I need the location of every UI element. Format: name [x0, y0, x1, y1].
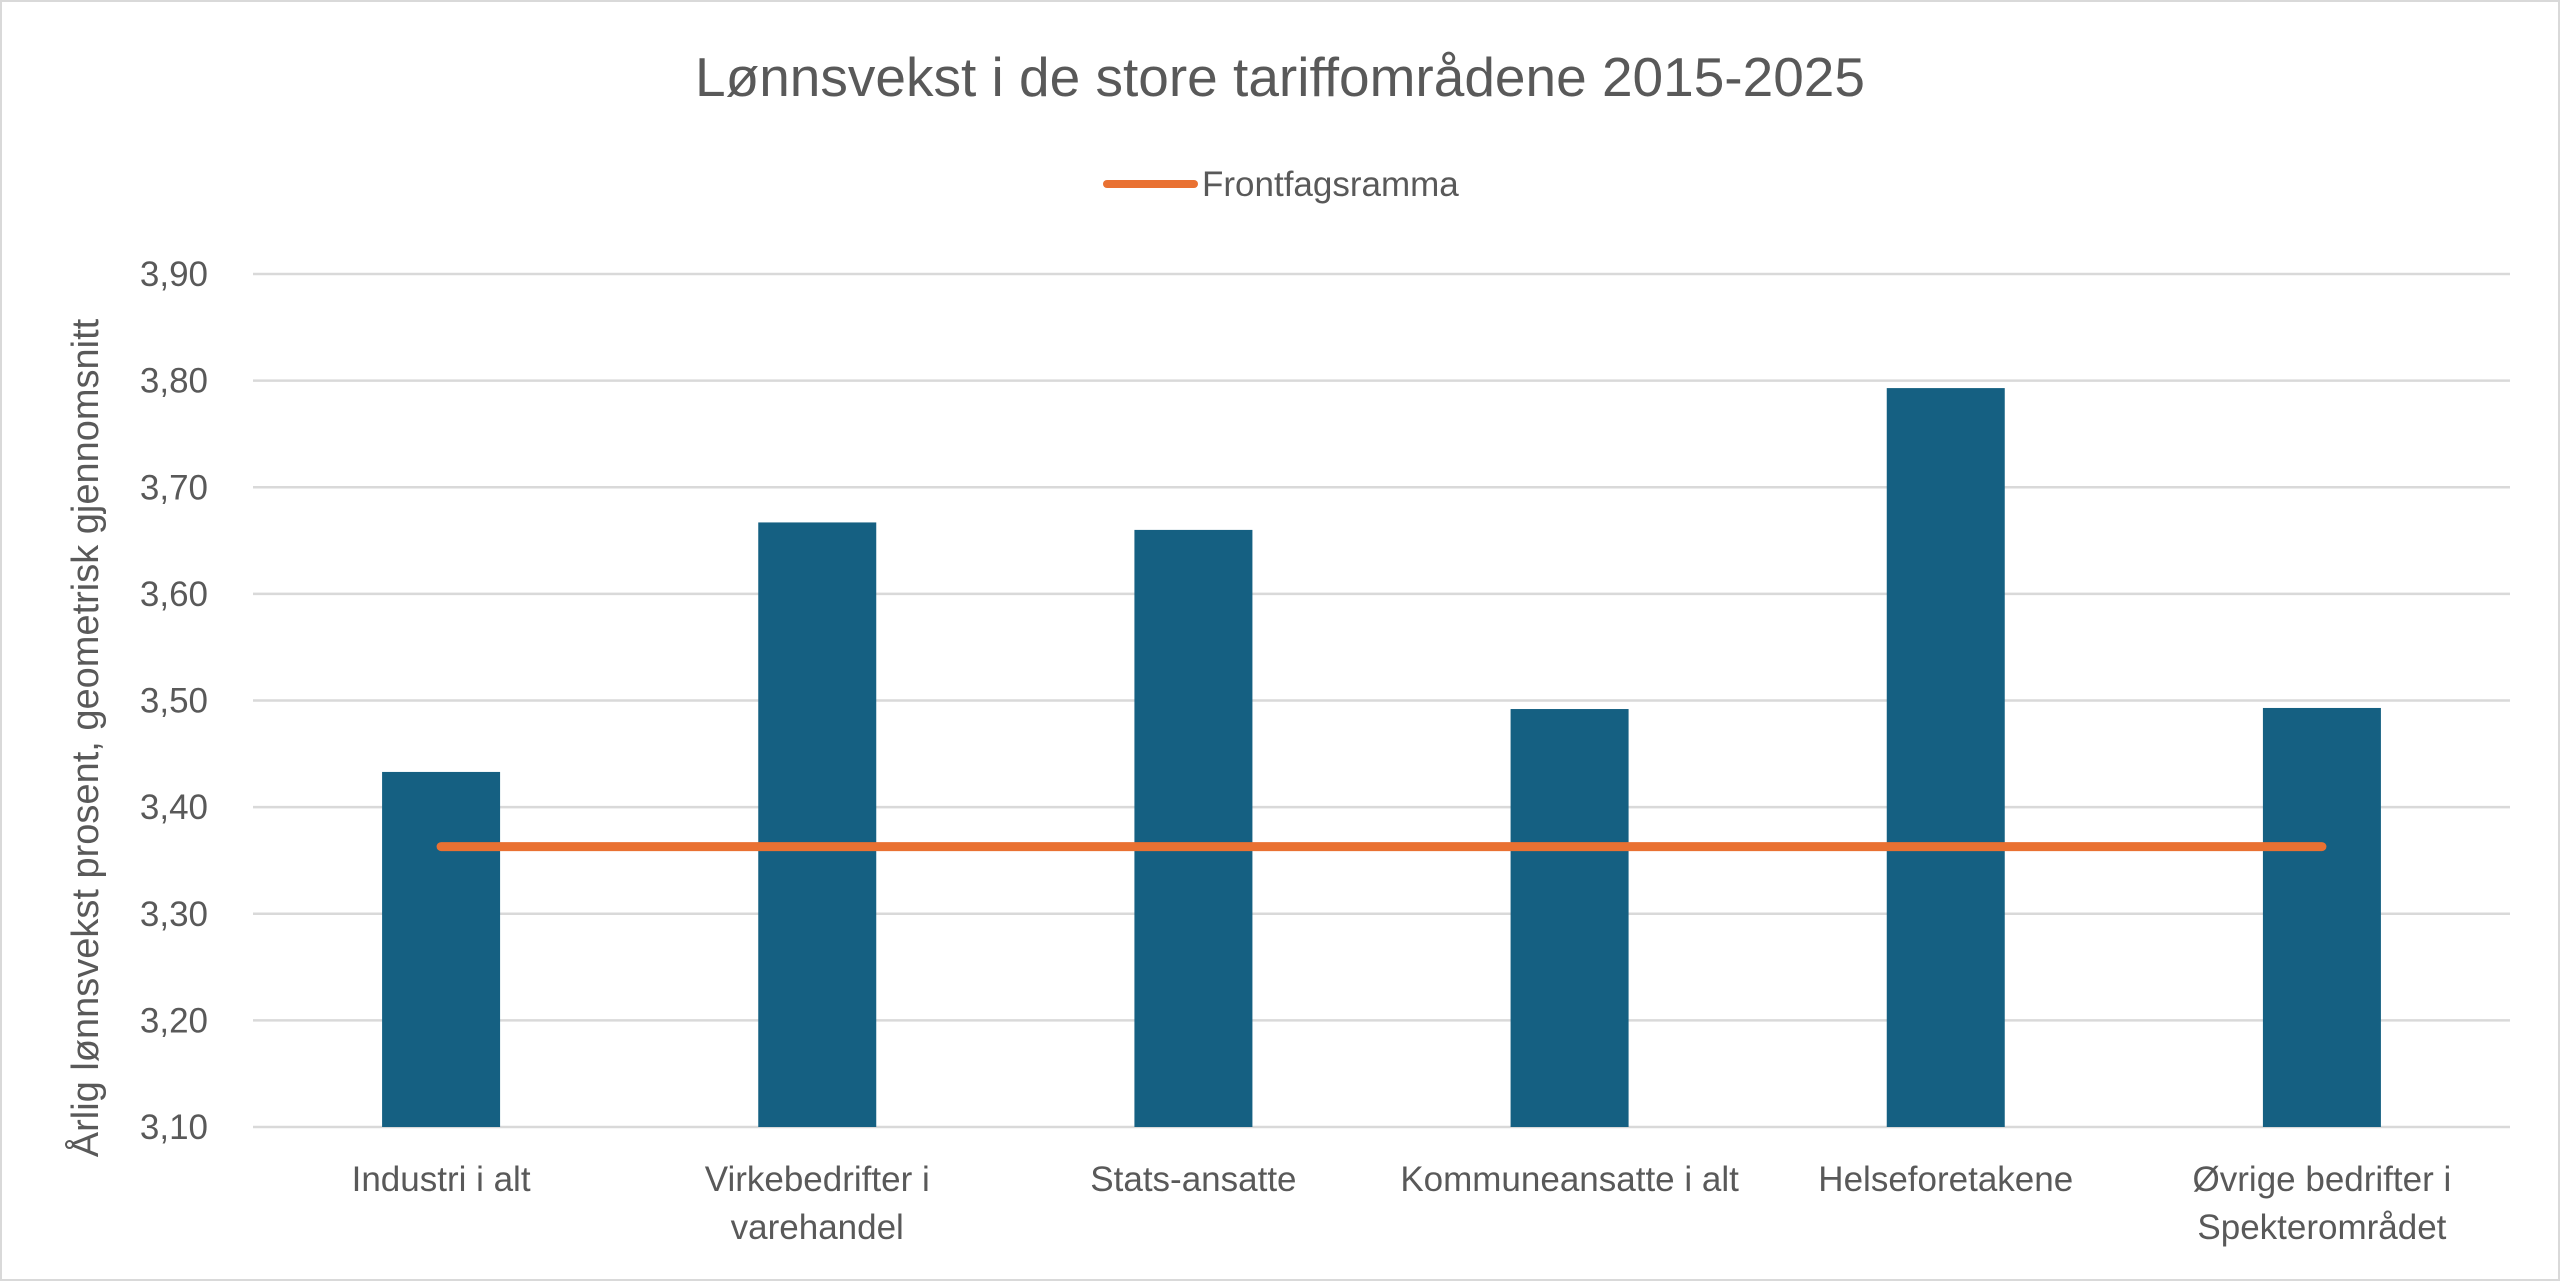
y-tick-label: 3,10	[140, 1108, 208, 1147]
x-axis-labels: Industri i alt Virkebedrifter i varehandel…	[352, 1160, 2452, 1247]
y-tick-label: 3,30	[140, 895, 208, 934]
chart-title: Lønnsvekst i de store tariffområdene 201…	[695, 46, 1865, 108]
y-tick-label: 3,80	[140, 362, 208, 401]
bar	[1134, 529, 1253, 1127]
y-tick-label: 3,90	[140, 255, 208, 294]
y-tick-label: 3,20	[140, 1001, 208, 1040]
legend: Frontfagsramma	[1103, 165, 1459, 204]
bar	[1510, 709, 1629, 1127]
x-category-label: Virkebedrifter i varehandel	[705, 1160, 930, 1247]
bar	[382, 771, 501, 1127]
x-category-label: Kommuneansatte i alt	[1400, 1160, 1739, 1199]
gridlines	[253, 272, 2510, 1129]
bar	[2262, 707, 2381, 1127]
y-axis-ticks: 3,10 3,20 3,30 3,40 3,50 3,60 3,70 3,80 3,90	[140, 255, 208, 1147]
y-axis-title: Årlig lønnsvekst prosent, geometrisk gje…	[63, 318, 107, 1157]
x-category-label: Helseforetakene	[1818, 1160, 2073, 1199]
legend-label: Frontfagsramma	[1202, 165, 1459, 204]
bar	[758, 522, 877, 1127]
y-tick-label: 3,60	[140, 575, 208, 614]
x-category-label: Øvrige bedrifter i Spekterområdet	[2193, 1160, 2452, 1247]
bar	[1886, 388, 2005, 1127]
x-category-label: Stats-ansatte	[1090, 1160, 1296, 1199]
x-category-label: Industri i alt	[352, 1160, 531, 1199]
bars	[382, 388, 2381, 1127]
y-tick-label: 3,40	[140, 788, 208, 827]
y-tick-label: 3,70	[140, 468, 208, 507]
y-tick-label: 3,50	[140, 682, 208, 721]
